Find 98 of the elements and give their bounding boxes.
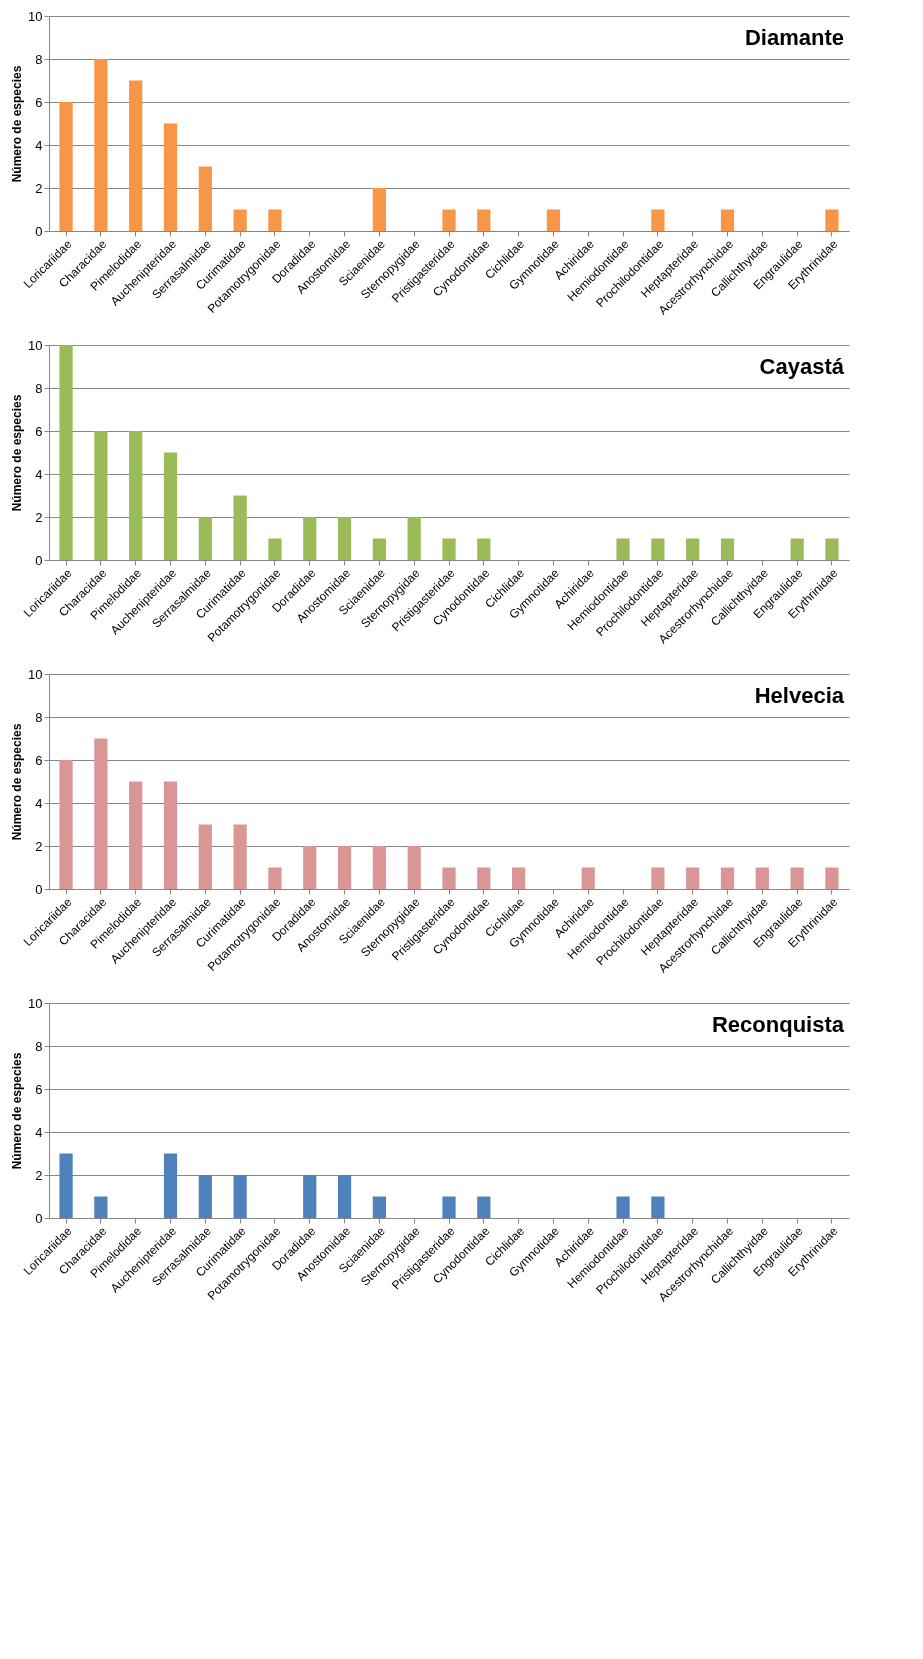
bar [651,538,665,560]
bar [407,517,421,560]
bar [129,781,143,889]
bar [442,1196,456,1218]
y-tick-label: 6 [35,94,43,110]
y-axis-title: Número de especies [10,1052,25,1170]
y-tick-label: 0 [35,223,43,239]
bar [163,123,178,231]
y-tick-label: 10 [28,337,43,353]
bar [129,431,143,560]
y-tick-label: 6 [35,1081,43,1097]
y-tick-label: 6 [35,423,43,439]
y-tick-label: 10 [28,8,43,24]
bar [303,1175,317,1218]
bar [59,1153,73,1218]
bar [163,1153,178,1218]
bar [442,538,456,560]
bar [372,846,386,889]
bar [790,867,804,889]
bar [651,867,665,889]
bar [59,345,73,560]
bar [268,209,282,231]
bar [477,1196,491,1218]
bar [651,1196,665,1218]
y-axis-title: Número de especies [10,65,25,183]
bar [720,867,735,889]
bar [198,517,212,560]
bar [94,738,108,889]
bar [163,781,178,889]
y-tick-label: 2 [35,1167,43,1183]
bar [512,867,526,889]
bar [337,517,352,560]
bar [59,760,73,889]
y-tick-label: 10 [28,995,43,1011]
bar [268,538,282,560]
bar [94,1196,108,1218]
bar [686,538,700,560]
bar [720,538,735,560]
bar [407,846,421,889]
bar [616,538,630,560]
y-tick-label: 0 [35,1210,43,1226]
bar [825,867,839,889]
y-tick-label: 8 [35,380,43,396]
y-tick-label: 4 [35,795,43,811]
bar [94,431,108,560]
y-axis-title: Número de especies [10,394,25,512]
bar [442,209,456,231]
bar [372,188,386,231]
bar [233,495,247,560]
bar [268,867,282,889]
chart-title: Helvecia [754,683,845,708]
bar [686,867,700,889]
bar [94,59,108,231]
bar [337,1175,352,1218]
y-tick-label: 10 [28,666,43,682]
bar [129,80,143,231]
y-tick-label: 8 [35,709,43,725]
y-axis-title: Número de especies [10,723,25,841]
chart-title: Cayastá [759,354,845,379]
bar [442,867,456,889]
bar [198,824,212,889]
bar [303,517,317,560]
y-tick-label: 8 [35,51,43,67]
bar [477,538,491,560]
bar [303,846,317,889]
y-tick-label: 0 [35,881,43,897]
bar [372,538,386,560]
chart-title: Diamante [744,25,844,50]
y-tick-label: 2 [35,838,43,854]
y-tick-label: 0 [35,552,43,568]
bar [720,209,735,231]
bar [337,846,352,889]
bar [546,209,561,231]
y-tick-label: 4 [35,1124,43,1140]
bar [59,102,73,231]
bar [755,867,769,889]
bar [163,452,178,560]
bar [233,209,247,231]
bar [372,1196,386,1218]
bar [581,867,595,889]
bar [198,166,212,231]
chart-title: Reconquista [711,1012,845,1037]
bar [616,1196,630,1218]
y-tick-label: 2 [35,180,43,196]
bar [233,1175,247,1218]
y-tick-label: 4 [35,137,43,153]
bar [825,538,839,560]
bar [477,209,491,231]
bar [198,1175,212,1218]
bar [233,824,247,889]
bar [790,538,804,560]
y-tick-label: 4 [35,466,43,482]
y-tick-label: 2 [35,509,43,525]
y-tick-label: 8 [35,1038,43,1054]
y-tick-label: 6 [35,752,43,768]
bar [477,867,491,889]
bar [651,209,665,231]
bar [825,209,839,231]
